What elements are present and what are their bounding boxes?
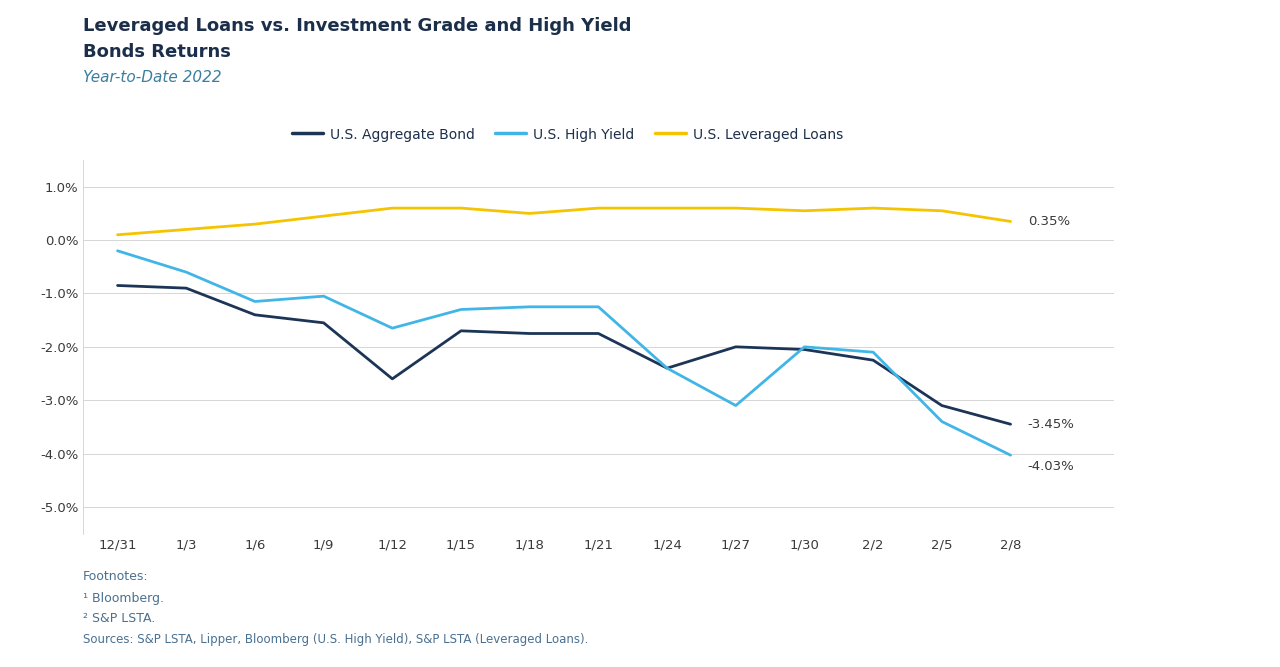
U.S. Aggregate Bond [110, 281, 125, 289]
U.S. Aggregate Bond [659, 364, 675, 372]
U.S. Leveraged Loans [796, 207, 812, 215]
U.S. Aggregate Bond [453, 327, 468, 335]
U.S. High Yield [247, 297, 262, 305]
U.S. High Yield [384, 324, 399, 332]
U.S. Leveraged Loans [1004, 217, 1019, 225]
U.S. Leveraged Loans [659, 204, 675, 212]
Text: Leveraged Loans vs. Investment Grade and High Yield: Leveraged Loans vs. Investment Grade and… [83, 17, 632, 35]
U.S. High Yield [796, 343, 812, 351]
U.S. High Yield [1004, 451, 1019, 459]
U.S. High Yield [110, 247, 125, 255]
Line: U.S. Leveraged Loans: U.S. Leveraged Loans [118, 208, 1011, 235]
U.S. High Yield [591, 303, 607, 311]
U.S. Aggregate Bond [1004, 420, 1019, 428]
Text: ¹ Bloomberg.: ¹ Bloomberg. [83, 592, 164, 604]
U.S. High Yield [728, 402, 744, 410]
U.S. High Yield [934, 418, 950, 426]
Line: U.S. High Yield: U.S. High Yield [118, 251, 1011, 455]
U.S. Aggregate Bond [796, 346, 812, 354]
U.S. Aggregate Bond [591, 329, 607, 338]
U.S. Leveraged Loans [179, 225, 195, 233]
Text: Sources: S&P LSTA, Lipper, Bloomberg (U.S. High Yield), S&P LSTA (Leveraged Loan: Sources: S&P LSTA, Lipper, Bloomberg (U.… [83, 633, 589, 646]
U.S. High Yield [522, 303, 538, 311]
U.S. Leveraged Loans [591, 204, 607, 212]
Text: -4.03%: -4.03% [1028, 460, 1074, 474]
Text: -3.45%: -3.45% [1028, 418, 1075, 431]
U.S. Leveraged Loans [110, 231, 125, 239]
U.S. Leveraged Loans [384, 204, 399, 212]
Text: Bonds Returns: Bonds Returns [83, 43, 232, 61]
U.S. Aggregate Bond [522, 329, 538, 338]
U.S. Leveraged Loans [934, 207, 950, 215]
U.S. High Yield [659, 364, 675, 372]
U.S. Leveraged Loans [247, 220, 262, 228]
U.S. High Yield [453, 305, 468, 313]
U.S. Aggregate Bond [384, 375, 399, 383]
U.S. Aggregate Bond [865, 356, 881, 364]
U.S. High Yield [316, 292, 332, 300]
U.S. Leveraged Loans [522, 209, 538, 217]
U.S. Aggregate Bond [934, 402, 950, 410]
Text: Year-to-Date 2022: Year-to-Date 2022 [83, 70, 221, 85]
Text: Footnotes:: Footnotes: [83, 570, 148, 583]
U.S. Aggregate Bond [247, 311, 262, 319]
U.S. Leveraged Loans [316, 212, 332, 220]
U.S. High Yield [179, 268, 195, 276]
U.S. Leveraged Loans [728, 204, 744, 212]
U.S. Leveraged Loans [453, 204, 468, 212]
U.S. Leveraged Loans [865, 204, 881, 212]
Text: ² S&P LSTA.: ² S&P LSTA. [83, 612, 155, 625]
Text: 0.35%: 0.35% [1028, 215, 1070, 228]
U.S. Aggregate Bond [179, 284, 195, 292]
U.S. Aggregate Bond [316, 319, 332, 327]
U.S. Aggregate Bond [728, 343, 744, 351]
U.S. High Yield [865, 348, 881, 356]
Legend: U.S. Aggregate Bond, U.S. High Yield, U.S. Leveraged Loans: U.S. Aggregate Bond, U.S. High Yield, U.… [287, 122, 849, 147]
Line: U.S. Aggregate Bond: U.S. Aggregate Bond [118, 285, 1011, 424]
